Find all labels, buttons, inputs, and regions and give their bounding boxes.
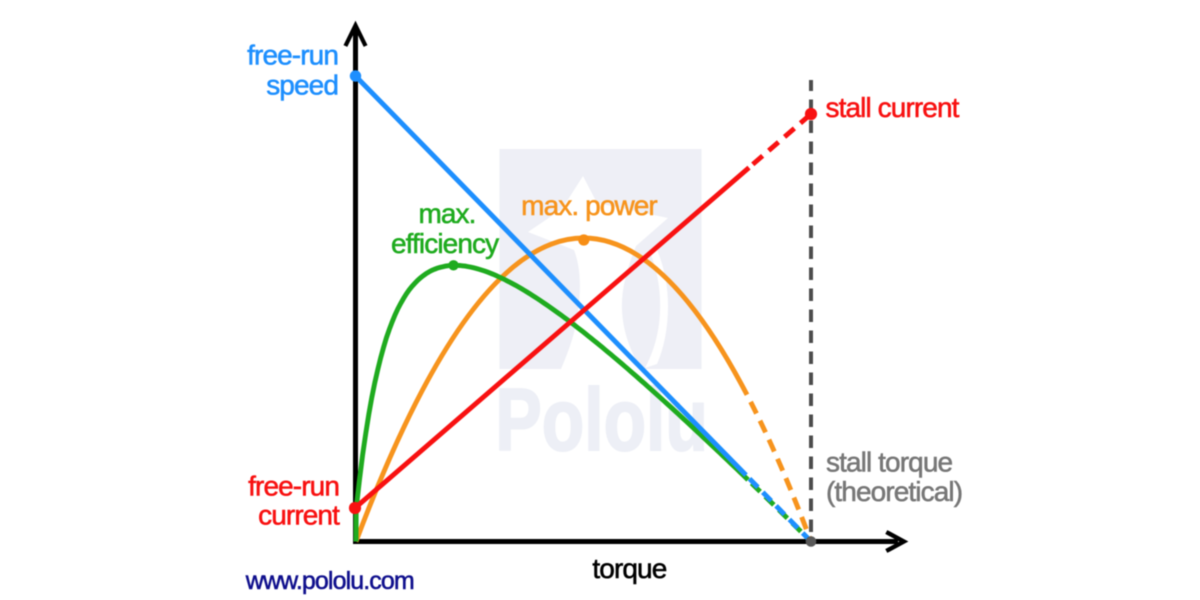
svg-text:max. power: max. power: [521, 190, 657, 221]
svg-text:speed: speed: [266, 70, 338, 101]
svg-text:stall torque: stall torque: [826, 447, 952, 478]
svg-text:efficiency: efficiency: [391, 228, 499, 259]
svg-text:stall current: stall current: [826, 92, 960, 123]
svg-text:free-run: free-run: [248, 471, 339, 502]
svg-text:torque: torque: [592, 553, 666, 584]
svg-text:max.: max.: [418, 198, 475, 229]
svg-text:current: current: [258, 500, 340, 531]
svg-text:www.pololu.com: www.pololu.com: [245, 567, 414, 595]
svg-text:free-run: free-run: [247, 40, 338, 71]
svg-text:Pololu: Pololu: [495, 370, 707, 469]
svg-text:(theoretical): (theoretical): [826, 476, 962, 507]
